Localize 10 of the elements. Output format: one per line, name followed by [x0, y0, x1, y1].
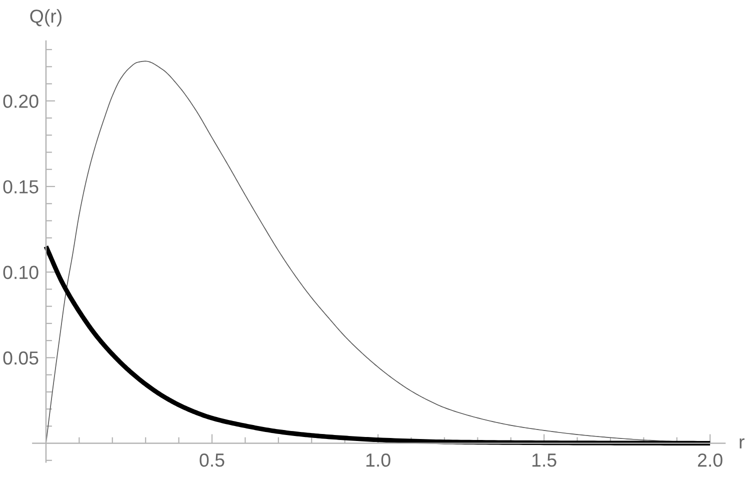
- x-tick-label: 2.0: [698, 453, 722, 467]
- x-tick-label: 1.0: [366, 453, 390, 467]
- y-tick-label: 0.05: [3, 351, 38, 365]
- y-tick-label: 0.15: [3, 180, 38, 194]
- y-tick-label: 0.20: [3, 94, 38, 108]
- x-tick-label: 0.5: [200, 453, 224, 467]
- x-axis-title: r: [740, 438, 744, 448]
- y-tick-label: 0.10: [3, 266, 38, 280]
- x-tick-label: 1.5: [532, 454, 556, 467]
- y-axis-title: Q(r): [30, 9, 62, 27]
